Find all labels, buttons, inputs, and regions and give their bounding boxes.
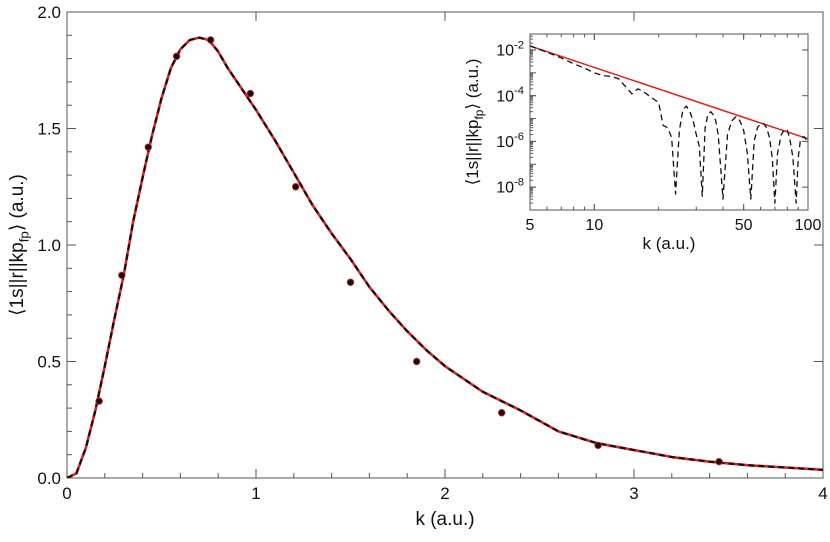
main-data-point <box>144 143 152 151</box>
inset-y-axis-title: ⟨1s||r||kpfp⟩ (a.u.) <box>463 59 486 186</box>
main-data-point <box>346 278 355 286</box>
main-data-point <box>246 89 255 98</box>
inset-plot: 5 10 50 100 10-2 10-4 10-6 10-8 k (a.u.) ⟨1s||r||… <box>463 33 822 253</box>
main-data-point <box>95 397 103 405</box>
inset-y-tick-label: 10-2 <box>496 39 524 59</box>
main-data-point <box>412 357 421 366</box>
main-series-black-dashed-line <box>67 36 823 478</box>
inset-y-tick-label: 10-4 <box>496 85 524 105</box>
main-data-point <box>118 271 126 279</box>
main-data-point <box>172 52 181 60</box>
main-x-tick-label: 3 <box>629 484 638 503</box>
main-x-tick-label: 0 <box>62 484 71 503</box>
inset-x-tick-label: 5 <box>526 217 535 234</box>
main-plot: 0 1 2 3 4 0.0 0.5 1.0 1.5 2.0 k (a.u.) ⟨1s||r||kpfp… <box>7 3 828 530</box>
inset-series-black-dashed-line <box>530 45 808 204</box>
inset-x-axis-title: k (a.u.) <box>643 234 696 253</box>
inset-x-tick-label: 50 <box>735 217 753 234</box>
main-x-axis-title: k (a.u.) <box>415 509 474 530</box>
main-data-point <box>498 409 506 417</box>
main-y-tick-label: 0.5 <box>37 352 61 371</box>
inset-y-tick-label: 10-8 <box>496 177 524 197</box>
main-data-point <box>715 457 723 466</box>
main-x-tick-label: 1 <box>251 484 260 503</box>
inset-x-tick-label: 100 <box>795 217 822 234</box>
main-data-point <box>594 441 602 450</box>
main-y-tick-label: 0.0 <box>37 469 61 488</box>
main-y-tick-label: 1.5 <box>37 119 61 138</box>
main-x-tick-label: 4 <box>818 484 827 503</box>
inset-x-tick-label: 10 <box>585 217 603 234</box>
inset-series-red-line <box>530 45 808 140</box>
main-y-tick-label: 2.0 <box>37 3 61 22</box>
main-y-axis-title: ⟨1s||r||kpfp⟩ (a.u.) <box>7 174 32 316</box>
main-data-point <box>291 183 300 191</box>
main-x-tick-label: 2 <box>440 484 449 503</box>
main-y-tick-label: 1.0 <box>37 236 61 255</box>
main-data-point <box>206 36 215 44</box>
inset-y-tick-label: 10-6 <box>496 131 524 151</box>
